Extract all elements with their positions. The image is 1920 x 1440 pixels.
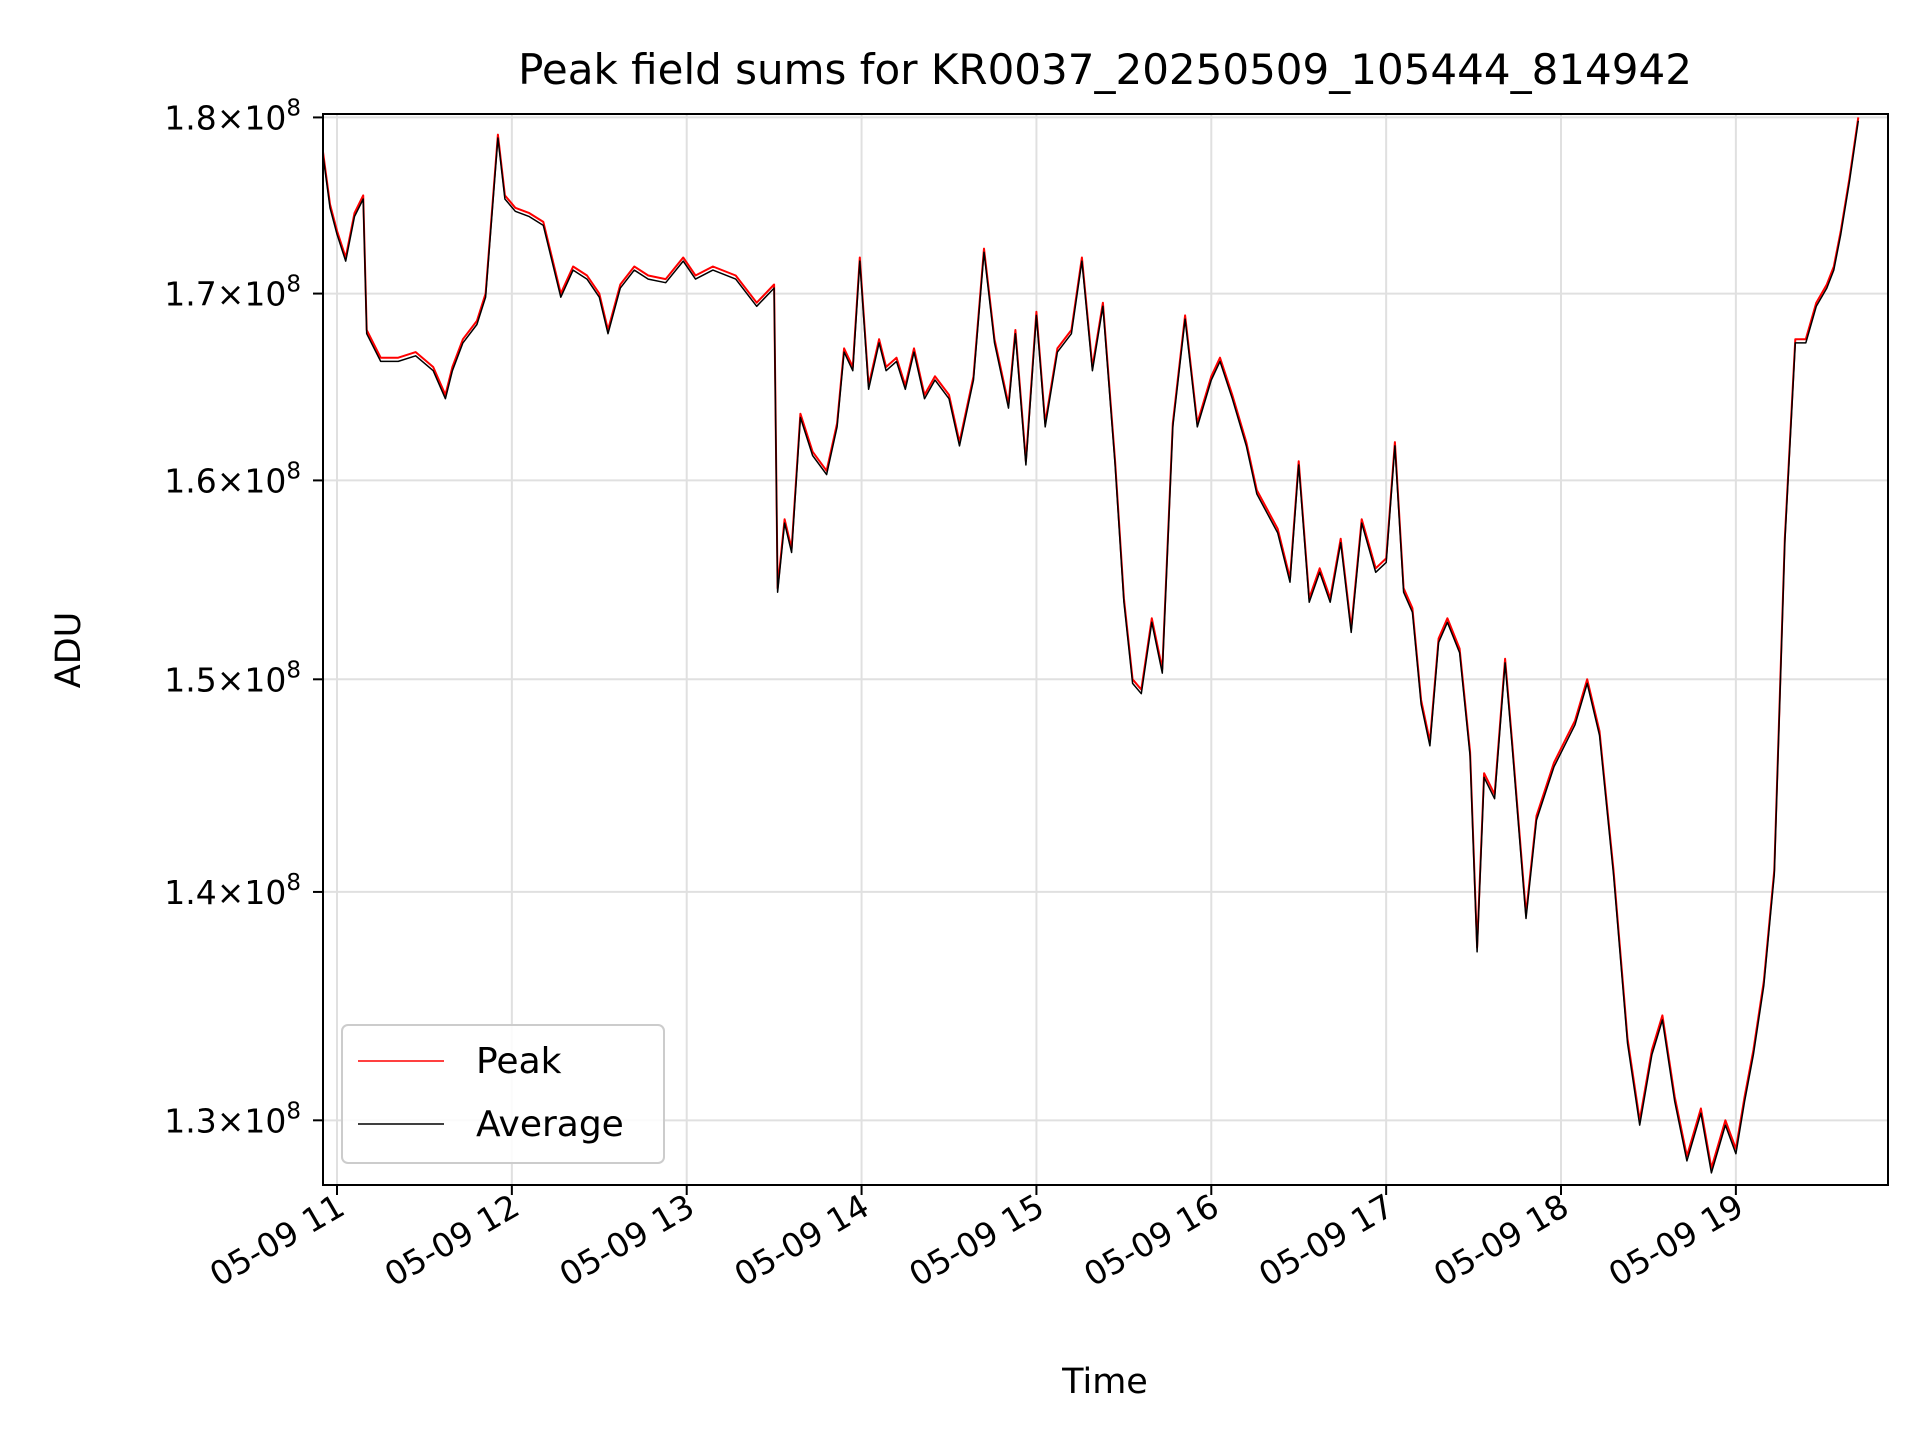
legend-label-peak: Peak (476, 1041, 562, 1082)
plot-area (322, 117, 1860, 1174)
y-tick-label: 1.3×108 (164, 1098, 301, 1140)
y-tick-label: 1.8×108 (164, 95, 301, 137)
legend-box (341, 1024, 665, 1164)
legend: Peak Average (341, 1024, 665, 1164)
x-axis-title: Time (1061, 1362, 1148, 1402)
y-tick-label: 1.6×108 (164, 458, 301, 500)
y-axis-title: ADU (49, 612, 89, 689)
gridlines (323, 114, 1888, 1185)
y-axis: 1.3×108 1.4×108 1.5×108 1.6×108 1.7×108 1.8×1… (164, 95, 323, 1140)
series-line-average (322, 120, 1860, 1174)
y-tick-label: 1.4×108 (164, 870, 301, 912)
y-tick-label: 1.7×108 (164, 272, 301, 314)
plot-frame (322, 113, 1889, 1186)
y-tick-label: 1.5×108 (164, 657, 301, 699)
legend-label-average: Average (476, 1104, 624, 1145)
chart-title: Peak field sums for KR0037_20250509_1054… (518, 45, 1692, 94)
